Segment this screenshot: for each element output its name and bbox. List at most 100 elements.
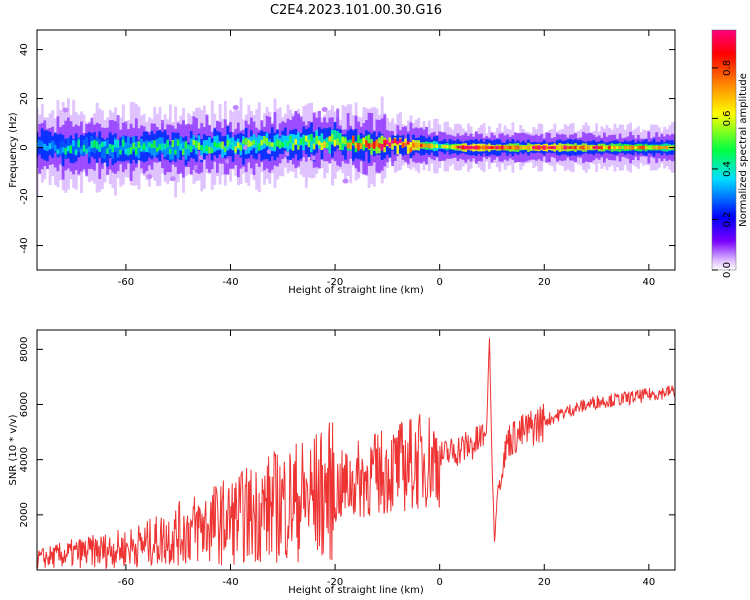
spectrogram-cell [174, 138, 178, 153]
spectrogram-cell [85, 148, 89, 154]
spectrogram-cell [56, 149, 60, 154]
spectrogram-cell [548, 146, 551, 149]
spectrogram-cell [349, 142, 353, 150]
spectrogram-cell [508, 145, 512, 150]
spectrogram-cell [77, 139, 81, 148]
spectrogram-cell [315, 136, 319, 144]
spectrogram-cell [542, 145, 546, 150]
spectrogram-cell [571, 146, 575, 150]
spectrogram-cell [114, 139, 117, 148]
spectrogram-cell [174, 149, 178, 155]
spectrogram-cell [603, 146, 606, 150]
spectrogram-cell [59, 148, 63, 155]
spectrogram-cell [179, 143, 183, 151]
spectrogram-cell [129, 147, 133, 155]
spectrogram-cell [409, 141, 413, 151]
spectrogram-cell [584, 145, 588, 150]
spectrogram-cell [216, 135, 219, 151]
spectrogram-cell [124, 142, 128, 155]
spectrogram-cell [427, 143, 431, 149]
snr-x-tick-label: 0 [436, 577, 442, 588]
spectrogram-cell [325, 142, 329, 148]
spectrogram-cell [108, 146, 112, 156]
spectrogram-cell [66, 137, 70, 153]
spectrogram-x-ticks: -60 -40 -20 0 20 40 [118, 30, 655, 288]
spectrogram-cell [48, 143, 52, 150]
spectrogram-cell [331, 133, 334, 142]
spectrogram-cell [197, 128, 201, 174]
spectrogram-cell [404, 138, 408, 145]
spectrogram-cell [210, 142, 214, 153]
spectrogram-cell [200, 145, 204, 157]
spectrogram-cell [372, 141, 376, 149]
spectrogram-cell [276, 139, 280, 147]
spectrogram-x-tick-label: 0 [436, 277, 442, 288]
spectrogram-cell [260, 139, 264, 146]
spectrogram-cell [263, 135, 266, 144]
spectrogram-cell [344, 134, 348, 160]
spectrogram-cell [388, 138, 392, 158]
spectrogram-cell [558, 146, 562, 149]
spectrogram-cell [480, 146, 484, 149]
spectrogram-cell [576, 145, 580, 150]
spectrogram-cell [132, 142, 136, 149]
spectrogram-cell [137, 141, 141, 148]
spectrogram-cell [561, 145, 565, 150]
spectrogram-cell [64, 147, 68, 155]
spectrogram-cell [516, 145, 520, 150]
spectrogram-cell [574, 145, 578, 150]
spectrogram-cell [362, 137, 366, 145]
spectrogram-cell [93, 140, 97, 148]
spectrogram-cell [367, 143, 371, 149]
spectrogram-cell [406, 143, 410, 154]
spectrogram-cell [320, 133, 324, 149]
spectrogram-cell [336, 131, 340, 144]
spectrogram-cell [281, 135, 285, 148]
spectrogram-cell [40, 143, 44, 155]
spectrogram-x-tick-label: 40 [642, 277, 655, 288]
spectrogram-cell [493, 146, 497, 149]
spectrogram-cell [338, 142, 342, 150]
spectrogram-cell [511, 145, 515, 150]
spectrogram-cell [80, 149, 83, 154]
spectrogram-cell [234, 146, 238, 153]
spectrogram-cell [268, 142, 272, 147]
spectrogram-cell [127, 148, 131, 156]
spectrogram-cell [184, 144, 188, 160]
spectrogram-cell [608, 145, 612, 150]
spectrogram-cell [56, 134, 60, 156]
snr-y-label: SNR (10 * v/v) [8, 414, 19, 485]
spectrogram-cell [344, 138, 348, 145]
spectrogram-cell [208, 146, 212, 154]
colorbar-tick-label: 0.4 [722, 161, 733, 177]
spectrogram-cell [351, 135, 355, 144]
spectrogram-cell [312, 137, 316, 147]
spectrogram-cell [385, 140, 389, 155]
spectrogram-cell [74, 141, 78, 156]
spectrogram-cell [404, 142, 408, 147]
spectrogram-cell [148, 141, 151, 147]
spectrogram-cell [307, 139, 311, 148]
spectrogram-cell [166, 141, 170, 155]
spectrogram-cell [396, 141, 400, 145]
spectrogram-cell [328, 136, 332, 142]
spectrogram-cell [43, 143, 47, 151]
spectrogram-cell [216, 143, 219, 148]
spectrogram-cell [378, 143, 382, 149]
spectrogram-cell [375, 140, 379, 154]
spectrogram-cell [150, 143, 154, 149]
spectrogram-cell [140, 145, 144, 152]
spectrogram-cell [182, 148, 185, 156]
spectrogram-cell [286, 140, 290, 147]
spectrogram-cell [121, 139, 125, 147]
spectrogram-cell [208, 137, 212, 147]
spectrogram-x-tick-label: -20 [327, 277, 343, 288]
spectrogram-cell [273, 142, 277, 150]
spectrogram-cell [270, 142, 274, 148]
spectrogram-cell [304, 135, 308, 142]
snr-x-tick-label: 40 [642, 577, 655, 588]
spectrogram-cell [87, 145, 91, 158]
spectrogram-cell [349, 128, 353, 151]
spectrogram-cell [613, 145, 617, 150]
